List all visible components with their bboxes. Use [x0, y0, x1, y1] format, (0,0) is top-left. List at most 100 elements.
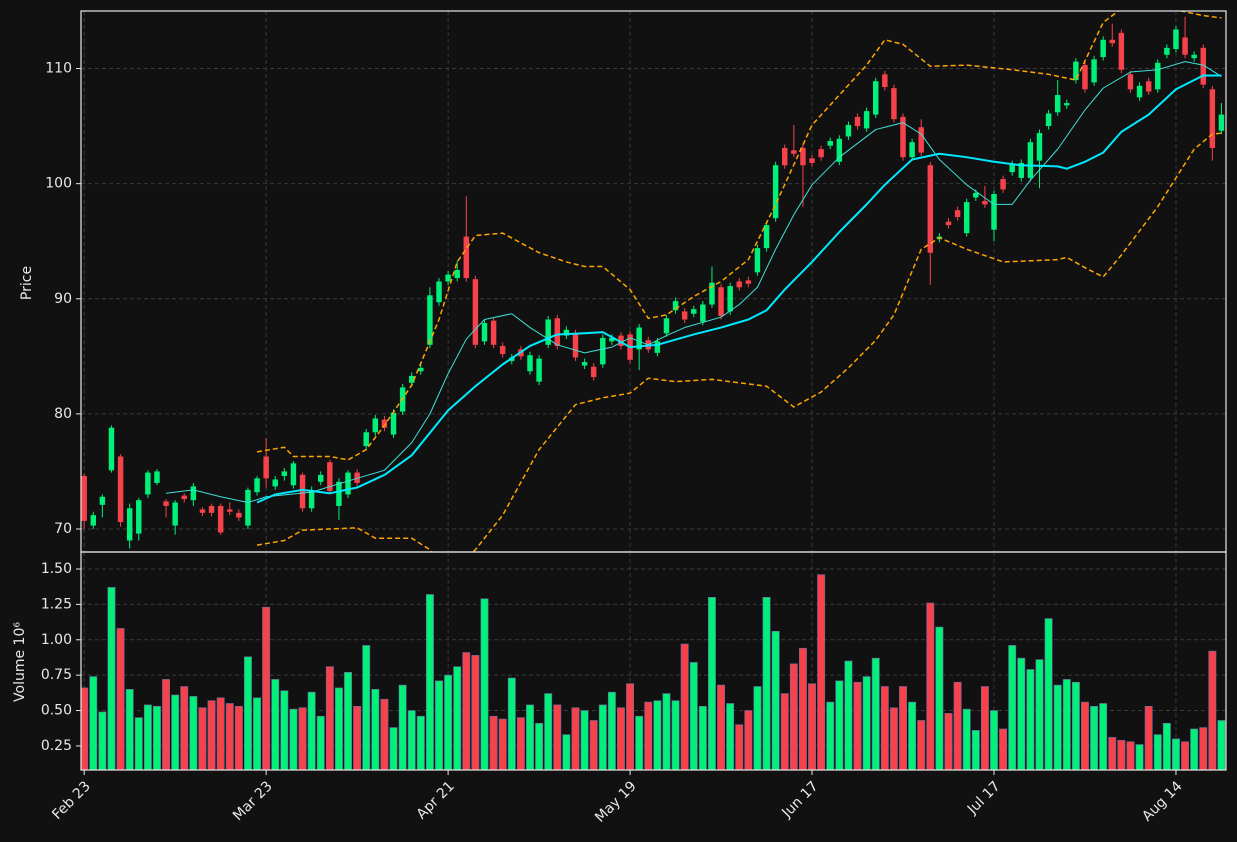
candle-body	[490, 320, 497, 345]
y-tick-label: 0.25	[41, 738, 72, 754]
volume-bar	[1153, 734, 1162, 770]
volume-bar	[316, 715, 325, 770]
volume-bar	[617, 707, 625, 770]
candle-body	[636, 327, 642, 350]
volume-bar	[526, 704, 534, 770]
candle-body	[208, 505, 215, 513]
candle-body	[600, 337, 606, 365]
candle-body	[1164, 47, 1170, 55]
volume-bar	[562, 734, 571, 770]
volume-bar	[880, 686, 889, 770]
volume-bar	[662, 693, 671, 770]
candle-body	[818, 149, 824, 158]
volume-bar	[1026, 669, 1035, 770]
volume-bar	[553, 704, 562, 770]
candle-body	[345, 472, 351, 495]
candle-body	[709, 282, 715, 305]
candle-body	[982, 200, 988, 205]
candle-body	[809, 158, 815, 163]
volume-bar	[653, 700, 662, 770]
candle-body	[672, 301, 679, 311]
volume-bar	[798, 647, 807, 770]
candle-body	[181, 495, 187, 500]
volume-bar	[289, 708, 298, 770]
volume-bar	[389, 727, 398, 770]
candle-body	[554, 318, 561, 346]
candle-body	[1100, 39, 1106, 58]
volume-bar	[971, 730, 980, 770]
candle-body	[1036, 133, 1043, 161]
volume-bar	[671, 700, 680, 770]
candle-body	[463, 236, 470, 279]
candle-body	[918, 127, 924, 153]
volume-bar	[225, 703, 234, 770]
volume-bar	[826, 701, 835, 770]
volume-bar	[1190, 728, 1199, 770]
indicator-line	[256, 132, 1222, 552]
candle-body	[927, 165, 934, 253]
candle-body	[663, 318, 670, 334]
volume-bar	[244, 656, 252, 770]
panel	[81, 552, 1226, 770]
volume-bar	[598, 704, 607, 770]
candle-body	[472, 279, 479, 345]
volume-bar	[644, 701, 653, 770]
y-tick-label: 1.00	[41, 632, 72, 648]
candle-body	[900, 116, 906, 158]
volume-bar	[89, 676, 98, 770]
volume-bar	[480, 598, 489, 770]
candle-body	[81, 476, 87, 521]
volume-bar	[607, 691, 616, 770]
volume-bar	[1099, 703, 1108, 770]
volume-bar	[298, 707, 307, 770]
volume-axis-label: Volume 10⁶	[12, 622, 28, 702]
candle-body	[536, 358, 542, 382]
volume-bar	[216, 697, 225, 770]
volume-bar	[462, 652, 471, 770]
volume-bar	[1071, 681, 1080, 770]
volume-bar	[334, 687, 343, 770]
volume-bar	[162, 679, 171, 770]
volume-bar	[1126, 741, 1135, 770]
volume-bar	[735, 724, 744, 770]
candle-body	[236, 512, 242, 518]
candle-body	[590, 366, 597, 378]
volume-bar	[899, 686, 907, 770]
volume-bar	[198, 707, 207, 770]
volume-bar	[1008, 645, 1017, 770]
volume-bar	[425, 594, 434, 770]
y-tick-label: 70	[54, 521, 72, 537]
volume-bar	[262, 606, 271, 770]
candle-body	[1127, 74, 1134, 90]
volume-bar	[171, 694, 180, 770]
candle-body	[272, 479, 278, 487]
volume-bar	[81, 687, 89, 770]
candle-body	[1173, 29, 1179, 49]
candle-body	[891, 88, 897, 120]
price-axis-label: Price	[19, 266, 35, 300]
candle-body	[1073, 61, 1079, 81]
candle-body	[308, 489, 315, 509]
candle-body	[1200, 47, 1206, 85]
volume-bar	[999, 728, 1008, 770]
volume-bar	[307, 691, 316, 770]
candle-body	[117, 456, 124, 523]
volume-bar	[726, 703, 735, 770]
indicator-line	[166, 61, 1222, 503]
candle-body	[754, 248, 761, 273]
candle-body	[454, 269, 460, 279]
candle-body	[418, 367, 424, 372]
y-tick-label: 0.50	[41, 703, 72, 719]
volume-bar	[134, 717, 143, 770]
volume-bar	[371, 689, 380, 770]
candle-body	[427, 295, 433, 345]
candle-body	[827, 141, 833, 146]
volume-bar	[353, 705, 362, 770]
volume-bar	[498, 718, 507, 770]
volume-bar	[835, 680, 844, 770]
volume-bar	[871, 657, 880, 770]
volume-bar	[344, 672, 352, 770]
candle-body	[1218, 114, 1225, 131]
candle-body	[263, 456, 269, 479]
volume-bar	[635, 715, 644, 770]
